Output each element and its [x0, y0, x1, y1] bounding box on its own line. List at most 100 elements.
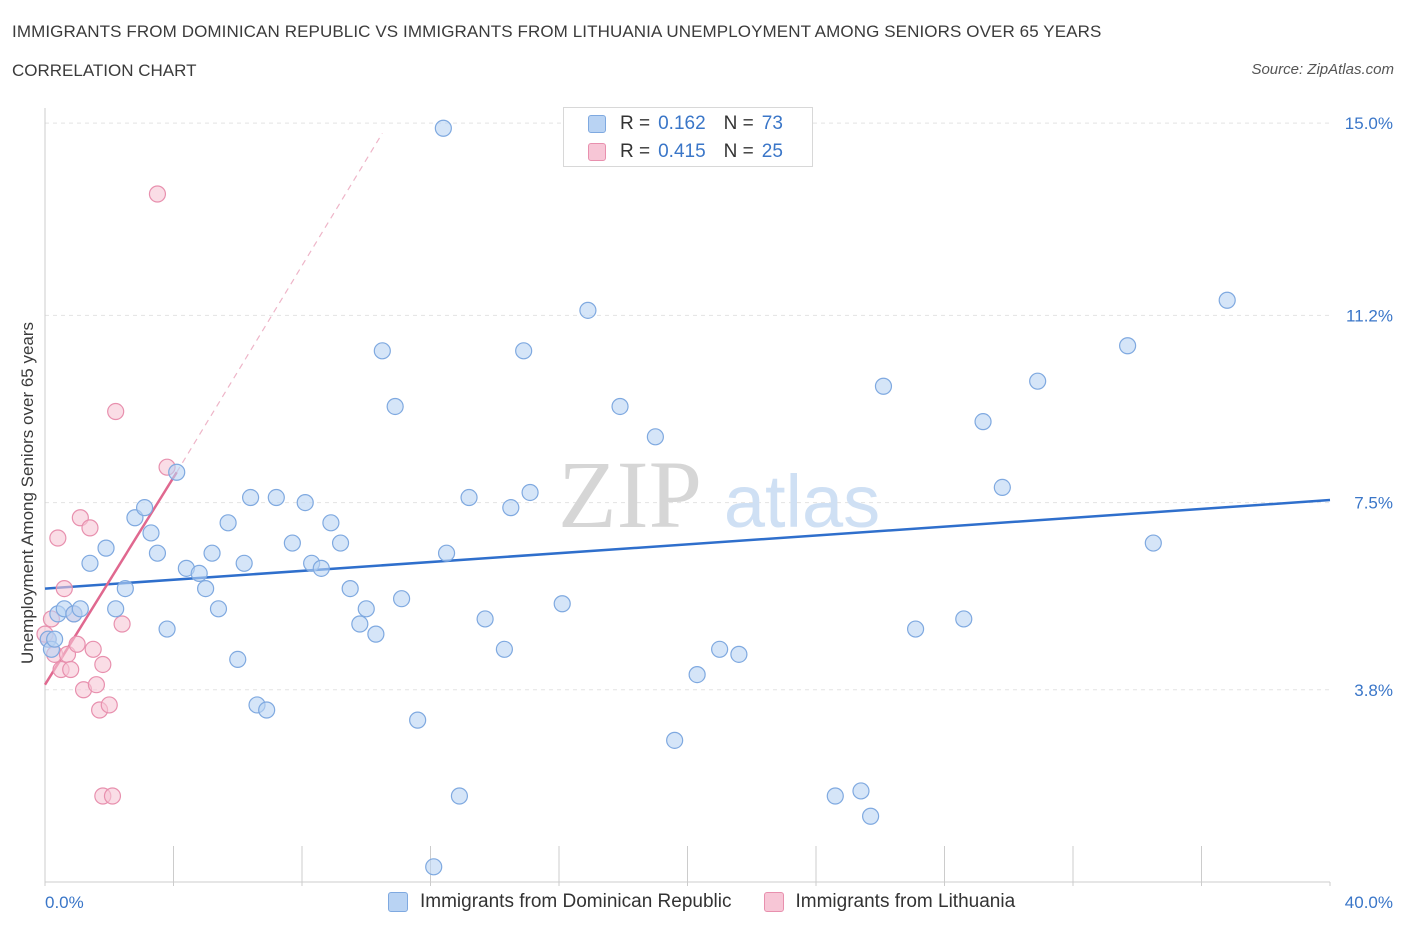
- data-point-dominican: [283, 534, 301, 552]
- legend-swatch-blue: [588, 115, 606, 133]
- data-point-dominican: [190, 564, 208, 583]
- legend-stats: R = 0.162 N = 73 R = 0.415 N = 25: [563, 107, 813, 167]
- data-point-dominican: [553, 595, 571, 613]
- data-point-dominican: [148, 544, 167, 562]
- data-point-dominican: [71, 600, 89, 618]
- data-point-dominican: [906, 620, 925, 638]
- data-point-dominican: [97, 539, 115, 557]
- watermark: ZIP atlas: [558, 441, 880, 548]
- data-point-dominican: [367, 625, 385, 643]
- data-point-dominican: [373, 342, 391, 360]
- data-point-dominican: [357, 600, 375, 618]
- source-credit: Source: ZipAtlas.com: [1251, 61, 1394, 78]
- data-point-dominican: [874, 377, 893, 395]
- tick-labels: 3.8% 7.5% 11.2% 15.0% 0.0% 40.0%: [45, 114, 1393, 912]
- data-point-dominican: [296, 493, 314, 512]
- data-point-dominican: [81, 554, 99, 572]
- legend-r-label: R =: [620, 141, 651, 162]
- legend-r-value: 0.415: [658, 141, 706, 162]
- legend-row-dominican: R = 0.162 N = 73: [588, 112, 783, 136]
- data-point-dominican: [312, 559, 330, 577]
- legend-r-label: R =: [620, 113, 651, 134]
- data-point-dominican: [1029, 372, 1047, 390]
- data-point-dominican: [993, 478, 1011, 497]
- data-point-dominican: [135, 499, 154, 517]
- data-point-dominican: [1144, 534, 1162, 552]
- data-point-dominican: [688, 665, 706, 684]
- legend-swatch-pink: [763, 892, 784, 912]
- data-point-lithuania: [84, 640, 102, 658]
- trend-lines: [43, 132, 1331, 686]
- data-point-dominican: [579, 301, 597, 319]
- data-point-lithuania: [62, 660, 80, 679]
- data-point-dominican: [666, 731, 684, 749]
- data-point-dominican: [646, 428, 664, 446]
- watermark-atlas: atlas: [724, 460, 880, 543]
- data-point-dominican: [197, 579, 215, 598]
- legend-n-value: 73: [761, 113, 783, 134]
- chart-subtitle: CORRELATION CHART: [12, 61, 197, 80]
- data-point-lithuania: [55, 579, 73, 598]
- data-point-lithuania: [113, 615, 131, 633]
- data-point-lithuania: [148, 185, 167, 203]
- data-point-dominican: [242, 488, 260, 507]
- data-point-lithuania: [100, 696, 118, 714]
- legend-item-lithuania: Immigrants from Lithuania: [763, 891, 1016, 913]
- data-point-dominican: [450, 787, 469, 805]
- watermark-zip: ZIP: [558, 441, 702, 548]
- y-axis-label: Unemployment Among Seniors over 65 years: [18, 322, 37, 664]
- data-point-dominican: [203, 544, 221, 562]
- y-tick-label: 11.2%: [1346, 306, 1393, 325]
- axes: [44, 108, 1331, 886]
- data-point-lithuania: [103, 787, 122, 805]
- data-point-dominican: [116, 579, 134, 598]
- y-tick-label: 7.5%: [1354, 494, 1393, 513]
- data-point-dominican: [434, 119, 452, 137]
- data-point-lithuania: [107, 402, 125, 421]
- data-point-dominican: [1218, 291, 1236, 309]
- legend-label: Immigrants from Dominican Republic: [420, 891, 732, 912]
- data-point-dominican: [515, 342, 533, 360]
- data-point-dominican: [267, 488, 285, 507]
- data-point-dominican: [437, 544, 456, 562]
- data-point-dominican: [476, 610, 494, 628]
- data-point-dominican: [258, 701, 276, 719]
- data-point-dominican: [386, 397, 404, 416]
- data-point-dominican: [852, 782, 870, 800]
- trend-line-dominican: [44, 498, 1331, 590]
- data-point-dominican: [107, 600, 125, 618]
- data-point-dominican: [955, 610, 973, 628]
- data-point-lithuania: [49, 529, 67, 547]
- legend-series: Immigrants from Dominican Republic Immig…: [388, 889, 1047, 915]
- data-point-dominican: [611, 397, 629, 416]
- y-tick-label: 3.8%: [1354, 681, 1393, 700]
- data-point-dominican: [862, 807, 880, 825]
- data-point-lithuania: [94, 655, 112, 674]
- data-point-dominican: [209, 600, 228, 618]
- data-point-dominican: [1119, 337, 1137, 355]
- data-point-dominican: [409, 711, 427, 729]
- data-point-dominican: [502, 499, 520, 517]
- data-point-lithuania: [68, 635, 86, 653]
- data-point-dominican: [229, 650, 247, 669]
- x-tick-label: 40.0%: [1345, 893, 1393, 912]
- data-point-dominican: [142, 524, 160, 542]
- legend-item-dominican: Immigrants from Dominican Republic: [388, 891, 732, 913]
- legend-label: Immigrants from Lithuania: [795, 891, 1016, 912]
- data-point-dominican: [322, 514, 340, 532]
- legend-n-label: N =: [723, 113, 754, 134]
- data-point-dominican: [425, 858, 443, 876]
- data-point-dominican: [341, 579, 359, 598]
- legend-swatch-pink: [588, 143, 606, 161]
- data-point-dominican: [219, 514, 237, 532]
- legend-n-value: 25: [761, 141, 783, 162]
- gridlines: [45, 122, 1330, 691]
- trend-line-lithuania-extension: [176, 132, 383, 473]
- series-dominican-republic: [39, 119, 1236, 876]
- data-point-dominican: [974, 413, 992, 431]
- data-point-dominican: [711, 640, 729, 658]
- y-tick-label: 15.0%: [1345, 114, 1393, 133]
- data-point-dominican: [351, 615, 369, 633]
- data-point-dominican: [331, 534, 350, 552]
